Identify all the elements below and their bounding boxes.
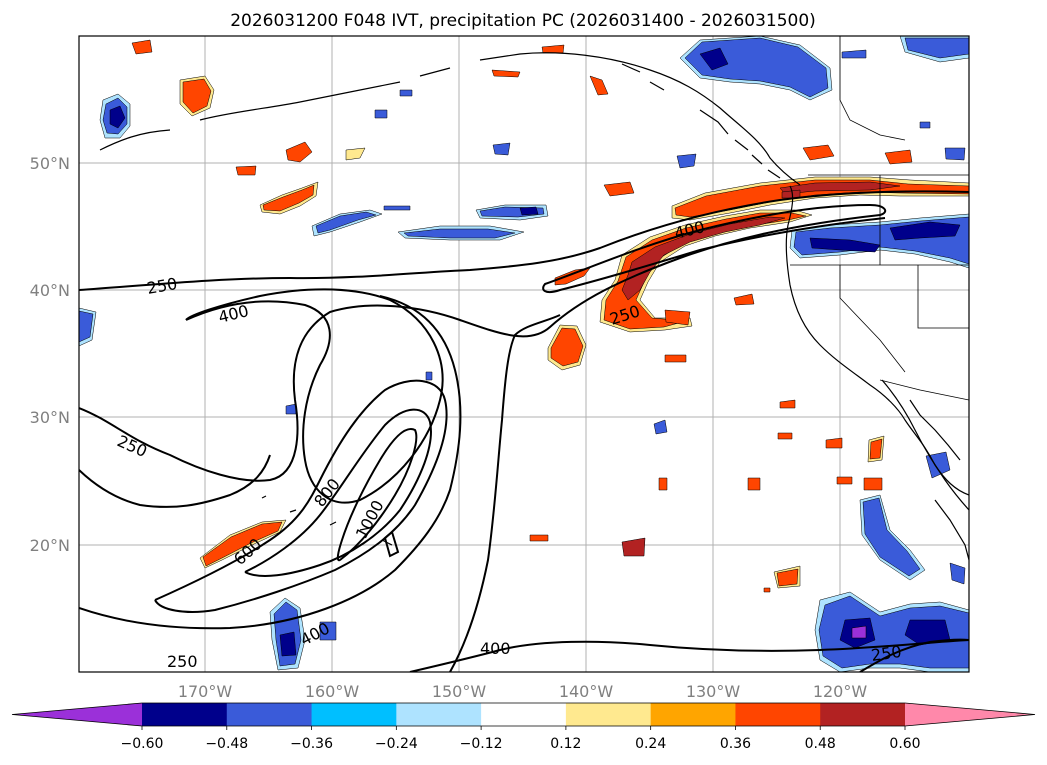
lat-label-20n: 20°N: [30, 536, 70, 555]
precip-cells-negative: [79, 36, 969, 672]
ivt-contour-250-inner: [79, 203, 887, 482]
lon-label-130w: 130°W: [686, 682, 741, 701]
colorbar-tick-label: −0.60: [121, 736, 164, 752]
precip-band-ar: [547, 176, 969, 371]
political-borders: [790, 36, 969, 401]
colorbar-tick-label: −0.48: [205, 736, 248, 752]
border-alaska-canada: [839, 36, 906, 141]
ivt-contour-800: [244, 408, 432, 577]
colorbar-segment: [650, 703, 736, 726]
colorbar-segment: [735, 703, 821, 726]
contour-label-250-se: 250: [870, 642, 903, 665]
ivt-contours: [79, 190, 969, 672]
lat-label-30n: 30°N: [30, 408, 70, 427]
ivt-contour-250-channel: [79, 314, 561, 672]
contour-label-250-south: 250: [167, 652, 198, 671]
coast-baja: [881, 379, 969, 511]
colorbar-tick-label: 0.24: [635, 736, 666, 752]
ivt-contour-400-southmid: [409, 639, 969, 672]
lon-label-170w: 170°W: [178, 682, 233, 701]
colorbar-segment: [481, 703, 567, 726]
map-background: [79, 36, 969, 672]
coast-alaska: [99, 52, 801, 186]
ivt-contour-600: [154, 379, 448, 613]
colorbar-tick-label: −0.12: [460, 736, 503, 752]
ivt-contour-250-main: [79, 190, 969, 291]
lat-label-40n: 40°N: [30, 281, 70, 300]
lon-label-160w: 160°W: [305, 682, 360, 701]
ivt-contour-400-south: [79, 295, 462, 630]
colorbar-extend-high: [905, 703, 1035, 726]
colorbar: −0.60 −0.48 −0.36 −0.24 −0.12 0.12 0.24 0.36 0.4…: [11, 702, 1036, 752]
colorbar-extend-low: [12, 703, 142, 726]
colorbar-segment: [565, 703, 652, 726]
colorbar-tick-label: 0.12: [550, 736, 581, 752]
colorbar-tick-label: −0.36: [290, 736, 333, 752]
colorbar-tick-label: 0.60: [889, 736, 920, 752]
colorbar-segment: [311, 703, 397, 726]
colorbar-segment: [142, 703, 228, 726]
coastlines: [99, 52, 969, 561]
coast-bc-islands: [621, 63, 781, 179]
colorbar-segment: [226, 703, 313, 726]
lat-label-50n: 50°N: [30, 154, 70, 173]
precip-fields: [79, 36, 969, 672]
coast-hawaii: [261, 495, 393, 546]
border-states-north: [790, 175, 969, 329]
precip-cells-positive: [131, 39, 913, 593]
graticule: [79, 36, 969, 672]
lat-tick-labels: 50°N 40°N 30°N 20°N: [30, 154, 70, 555]
colorbar-segment: [820, 703, 906, 726]
contour-label-400-southmid: 400: [480, 639, 511, 658]
lon-label-140w: 140°W: [559, 682, 614, 701]
lon-label-150w: 150°W: [432, 682, 487, 701]
map-frame: [78, 35, 970, 673]
border-us-mexico: [879, 379, 969, 401]
ivt-contour-250-se: [859, 638, 969, 672]
colorbar-tick-label: −0.24: [375, 736, 418, 752]
colorbar-tick-label: 0.48: [805, 736, 836, 752]
map-panel: 250 400 250 800 1000 600 400 250 400 400…: [30, 35, 970, 701]
map-title: 2026031200 F048 IVT, precipitation PC (2…: [230, 11, 816, 31]
colorbar-segment: [396, 703, 482, 726]
lon-label-120w: 120°W: [813, 682, 868, 701]
ivt-contour-1000: [336, 428, 418, 562]
coast-mexico: [934, 499, 969, 561]
colorbar-tick-label: 0.36: [720, 736, 751, 752]
lon-tick-labels: 170°W 160°W 150°W 140°W 130°W 120°W: [178, 682, 868, 701]
ivt-contour-400-west: [185, 288, 444, 504]
border-ca-nv: [839, 265, 906, 373]
